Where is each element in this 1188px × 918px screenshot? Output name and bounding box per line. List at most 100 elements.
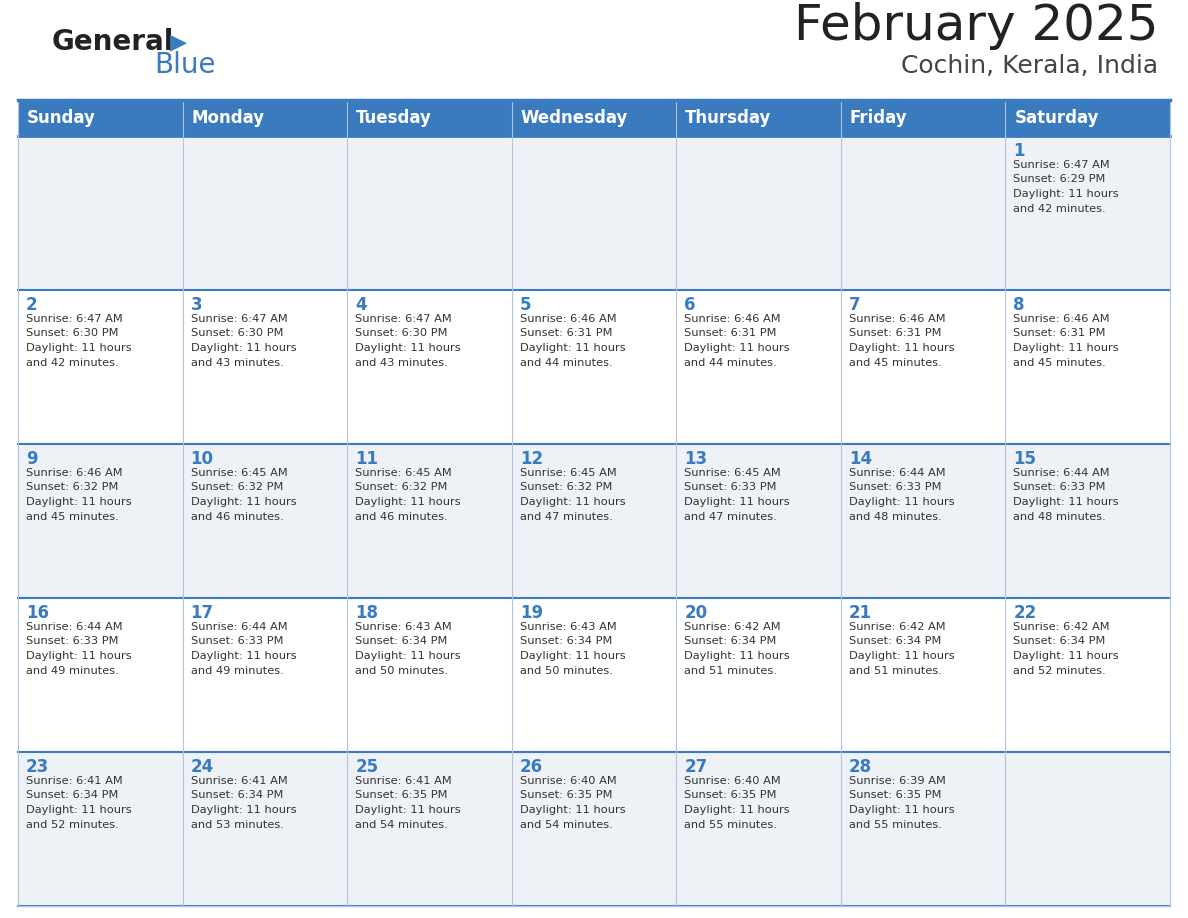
Text: Sunrise: 6:44 AM: Sunrise: 6:44 AM — [849, 468, 946, 478]
Text: Sunset: 6:30 PM: Sunset: 6:30 PM — [26, 329, 119, 339]
Text: Daylight: 11 hours: Daylight: 11 hours — [1013, 651, 1119, 661]
Text: 7: 7 — [849, 296, 860, 314]
Text: Daylight: 11 hours: Daylight: 11 hours — [684, 343, 790, 353]
Text: 1: 1 — [1013, 142, 1025, 160]
Text: Sunset: 6:34 PM: Sunset: 6:34 PM — [684, 636, 777, 646]
Text: and 54 minutes.: and 54 minutes. — [355, 820, 448, 830]
Text: and 42 minutes.: and 42 minutes. — [1013, 204, 1106, 214]
Text: Daylight: 11 hours: Daylight: 11 hours — [849, 343, 954, 353]
Text: Sunrise: 6:40 AM: Sunrise: 6:40 AM — [684, 776, 781, 786]
Text: 14: 14 — [849, 450, 872, 468]
Text: and 50 minutes.: and 50 minutes. — [519, 666, 613, 676]
Text: Sunset: 6:35 PM: Sunset: 6:35 PM — [684, 790, 777, 800]
Text: Daylight: 11 hours: Daylight: 11 hours — [190, 805, 296, 815]
Bar — [1005, 752, 1170, 906]
Text: 15: 15 — [1013, 450, 1036, 468]
Bar — [1005, 598, 1170, 752]
Text: Sunrise: 6:39 AM: Sunrise: 6:39 AM — [849, 776, 946, 786]
Text: Sunset: 6:32 PM: Sunset: 6:32 PM — [519, 483, 612, 492]
Text: 8: 8 — [1013, 296, 1025, 314]
Bar — [1005, 444, 1170, 598]
Text: Sunset: 6:29 PM: Sunset: 6:29 PM — [1013, 174, 1106, 185]
Text: Daylight: 11 hours: Daylight: 11 hours — [1013, 497, 1119, 507]
Text: and 53 minutes.: and 53 minutes. — [190, 820, 284, 830]
Text: and 49 minutes.: and 49 minutes. — [26, 666, 119, 676]
Text: Sunset: 6:33 PM: Sunset: 6:33 PM — [190, 636, 283, 646]
Text: and 45 minutes.: and 45 minutes. — [26, 511, 119, 521]
Text: Monday: Monday — [191, 109, 265, 127]
Text: and 43 minutes.: and 43 minutes. — [190, 357, 283, 367]
Bar — [183, 100, 347, 136]
Text: 24: 24 — [190, 758, 214, 776]
Text: Sunrise: 6:46 AM: Sunrise: 6:46 AM — [519, 314, 617, 324]
Text: Sunset: 6:35 PM: Sunset: 6:35 PM — [355, 790, 448, 800]
Bar — [841, 290, 1005, 444]
Text: and 52 minutes.: and 52 minutes. — [26, 820, 119, 830]
Text: Daylight: 11 hours: Daylight: 11 hours — [684, 651, 790, 661]
Text: Sunset: 6:32 PM: Sunset: 6:32 PM — [190, 483, 283, 492]
Text: and 47 minutes.: and 47 minutes. — [519, 511, 613, 521]
Bar — [1005, 290, 1170, 444]
Bar — [18, 598, 183, 752]
Bar — [512, 752, 676, 906]
Text: Daylight: 11 hours: Daylight: 11 hours — [190, 343, 296, 353]
Text: and 42 minutes.: and 42 minutes. — [26, 357, 119, 367]
Text: Sunset: 6:33 PM: Sunset: 6:33 PM — [849, 483, 941, 492]
Text: Daylight: 11 hours: Daylight: 11 hours — [190, 497, 296, 507]
Text: Sunset: 6:34 PM: Sunset: 6:34 PM — [190, 790, 283, 800]
Text: Daylight: 11 hours: Daylight: 11 hours — [684, 805, 790, 815]
Bar — [512, 290, 676, 444]
Text: Saturday: Saturday — [1015, 109, 1099, 127]
Text: Sunrise: 6:45 AM: Sunrise: 6:45 AM — [519, 468, 617, 478]
Text: Daylight: 11 hours: Daylight: 11 hours — [26, 805, 132, 815]
Text: Sunrise: 6:47 AM: Sunrise: 6:47 AM — [355, 314, 451, 324]
Text: Sunset: 6:34 PM: Sunset: 6:34 PM — [26, 790, 119, 800]
Text: and 55 minutes.: and 55 minutes. — [849, 820, 942, 830]
Text: Sunset: 6:33 PM: Sunset: 6:33 PM — [26, 636, 119, 646]
Text: Sunset: 6:31 PM: Sunset: 6:31 PM — [1013, 329, 1106, 339]
Text: and 48 minutes.: and 48 minutes. — [1013, 511, 1106, 521]
Bar — [183, 752, 347, 906]
Text: Sunset: 6:34 PM: Sunset: 6:34 PM — [519, 636, 612, 646]
Text: 9: 9 — [26, 450, 38, 468]
Text: Sunrise: 6:41 AM: Sunrise: 6:41 AM — [26, 776, 122, 786]
Text: Sunrise: 6:44 AM: Sunrise: 6:44 AM — [26, 622, 122, 632]
Text: Sunrise: 6:43 AM: Sunrise: 6:43 AM — [519, 622, 617, 632]
Text: 3: 3 — [190, 296, 202, 314]
Text: and 44 minutes.: and 44 minutes. — [684, 357, 777, 367]
Bar — [347, 290, 512, 444]
Bar — [676, 100, 841, 136]
Bar — [18, 100, 183, 136]
Text: Sunset: 6:33 PM: Sunset: 6:33 PM — [1013, 483, 1106, 492]
Text: 25: 25 — [355, 758, 378, 776]
Bar — [1005, 100, 1170, 136]
Text: Sunrise: 6:46 AM: Sunrise: 6:46 AM — [26, 468, 122, 478]
Text: Daylight: 11 hours: Daylight: 11 hours — [355, 651, 461, 661]
Text: Sunset: 6:30 PM: Sunset: 6:30 PM — [355, 329, 448, 339]
Text: and 49 minutes.: and 49 minutes. — [190, 666, 283, 676]
Text: and 46 minutes.: and 46 minutes. — [355, 511, 448, 521]
Text: and 55 minutes.: and 55 minutes. — [684, 820, 777, 830]
Bar — [1005, 136, 1170, 290]
Bar — [183, 136, 347, 290]
Text: 20: 20 — [684, 604, 707, 622]
Bar — [18, 444, 183, 598]
Text: 18: 18 — [355, 604, 378, 622]
Text: 28: 28 — [849, 758, 872, 776]
Text: 21: 21 — [849, 604, 872, 622]
Text: Cochin, Kerala, India: Cochin, Kerala, India — [901, 54, 1158, 78]
Text: Wednesday: Wednesday — [520, 109, 628, 127]
Bar — [347, 598, 512, 752]
Text: Sunrise: 6:44 AM: Sunrise: 6:44 AM — [1013, 468, 1110, 478]
Text: and 45 minutes.: and 45 minutes. — [1013, 357, 1106, 367]
Bar — [841, 444, 1005, 598]
Text: Daylight: 11 hours: Daylight: 11 hours — [355, 497, 461, 507]
Text: 27: 27 — [684, 758, 708, 776]
Bar — [512, 444, 676, 598]
Text: Thursday: Thursday — [685, 109, 772, 127]
Text: 6: 6 — [684, 296, 696, 314]
Text: Daylight: 11 hours: Daylight: 11 hours — [684, 497, 790, 507]
Text: Sunrise: 6:45 AM: Sunrise: 6:45 AM — [190, 468, 287, 478]
Text: and 50 minutes.: and 50 minutes. — [355, 666, 448, 676]
Text: ▶: ▶ — [170, 32, 188, 52]
